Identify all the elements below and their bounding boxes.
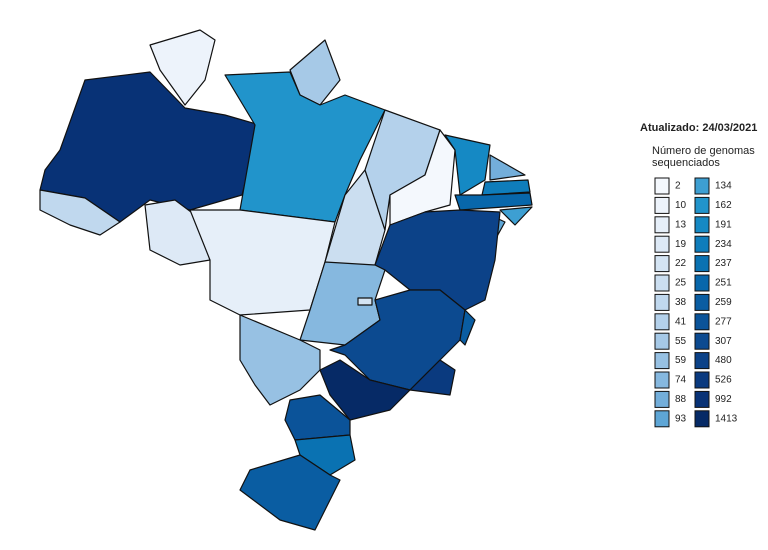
legend-label: 480	[715, 355, 732, 366]
legend-label: 237	[715, 258, 732, 269]
legend-swatch	[654, 313, 670, 331]
legend-swatch	[654, 274, 670, 292]
legend-swatch	[654, 216, 670, 234]
legend-label: 162	[715, 200, 732, 211]
legend-swatch	[694, 293, 710, 311]
state	[489, 154, 526, 181]
legend-swatch	[694, 390, 710, 408]
updated-date: Atualizado: 24/03/2021	[640, 122, 758, 134]
state	[454, 192, 533, 211]
legend-swatch	[654, 390, 670, 408]
legend-swatch	[654, 293, 670, 311]
legend-label: 74	[675, 375, 687, 386]
legend-label: 25	[675, 278, 687, 289]
legend-swatch	[694, 235, 710, 253]
legend-label: 526	[715, 375, 732, 386]
state	[239, 314, 321, 406]
state	[294, 434, 356, 476]
legend-swatch	[654, 177, 670, 195]
state	[499, 206, 533, 226]
legend-swatch	[654, 235, 670, 253]
legend-label: 1413	[715, 413, 738, 424]
state	[459, 309, 476, 346]
legend-swatch	[694, 255, 710, 273]
state	[239, 454, 341, 531]
legend-label: 59	[675, 355, 687, 366]
state	[409, 359, 456, 396]
legend-swatch	[694, 274, 710, 292]
legend-label: 277	[715, 316, 732, 327]
legend-swatch	[654, 255, 670, 273]
legend-swatch	[694, 352, 710, 370]
state	[149, 29, 216, 106]
state	[481, 179, 531, 196]
legend-label: 10	[675, 200, 687, 211]
legend-label: 191	[715, 219, 732, 230]
legend-label: 2	[675, 181, 681, 192]
legend-swatch	[694, 332, 710, 350]
state	[224, 71, 386, 223]
legend-label: 251	[715, 278, 732, 289]
legend-swatch	[694, 177, 710, 195]
state	[444, 134, 491, 196]
legend-label: 234	[715, 239, 732, 250]
legend-swatch	[694, 371, 710, 389]
legend-swatch	[694, 313, 710, 331]
legend-label: 307	[715, 336, 732, 347]
state	[39, 189, 121, 236]
legend-label: 22	[675, 258, 687, 269]
legend-label: 55	[675, 336, 687, 347]
state	[319, 359, 411, 421]
legend-label: 41	[675, 316, 687, 327]
legend-label: 134	[715, 181, 732, 192]
legend-swatch	[694, 410, 710, 428]
legend-swatch	[654, 371, 670, 389]
legend-label: 38	[675, 297, 687, 308]
legend-swatch	[654, 352, 670, 370]
legend-label: 88	[675, 394, 687, 405]
legend-label: 259	[715, 297, 732, 308]
legend-label: 93	[675, 413, 687, 424]
state	[357, 297, 373, 306]
legend-label: 19	[675, 239, 687, 250]
legend-title: Número de genomas sequenciados	[652, 145, 755, 169]
legend-label: 13	[675, 219, 687, 230]
legend-swatch	[654, 196, 670, 214]
legend-swatch	[654, 332, 670, 350]
legend-swatch	[694, 196, 710, 214]
legend-swatch	[654, 410, 670, 428]
legend-swatch	[694, 216, 710, 234]
legend-label: 992	[715, 394, 732, 405]
